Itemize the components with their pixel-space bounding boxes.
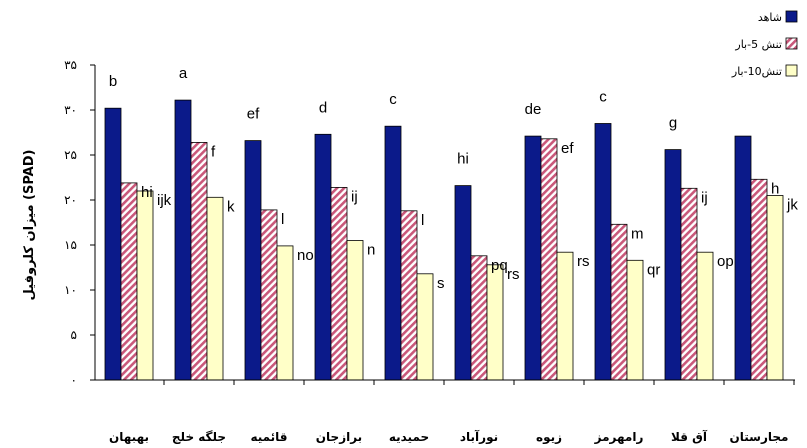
y-tick-label: ۲۰: [64, 193, 77, 207]
series-control-bar: [524, 135, 542, 381]
significance-letter: qr: [647, 261, 660, 278]
significance-letter: l: [421, 212, 424, 229]
y-tick-label: ۱۵: [64, 238, 77, 252]
series-stress10-bar: [556, 251, 574, 381]
significance-letter: d: [319, 99, 327, 116]
series-stress5-bar: [400, 210, 418, 381]
y-tick-label: ۰: [71, 373, 77, 387]
series-stress10-bar: [486, 264, 504, 381]
y-tick-label: ۳۵: [64, 58, 77, 72]
series-stress10-bar: [206, 196, 224, 381]
series-stress5-bar: [470, 255, 488, 381]
category-label: جلگه خلج: [172, 430, 226, 444]
series-stress5-bar: [540, 138, 558, 381]
legend: شاهد تنش 5-بار تنش10-بار: [731, 10, 798, 78]
series-control-bar: [104, 107, 122, 381]
significance-letter: b: [109, 73, 117, 90]
series-control-bar: [384, 125, 402, 381]
significance-letter: ij: [351, 188, 358, 205]
significance-letter: jk: [786, 197, 798, 214]
series-control-bar: [664, 149, 682, 381]
significance-letter: a: [179, 65, 188, 82]
series-control-bar: [454, 185, 472, 381]
series-stress5-bar: [610, 223, 628, 381]
significance-letter: n: [367, 242, 375, 259]
series-stress10-bar: [626, 259, 644, 381]
significance-letter: f: [211, 143, 216, 160]
significance-letter: c: [599, 89, 607, 106]
significance-letter: c: [389, 91, 397, 108]
significance-letter: ijk: [157, 192, 172, 209]
series-control-bar: [594, 123, 612, 381]
significance-letter: ij: [701, 189, 708, 206]
category-label: زیوه: [536, 430, 562, 445]
y-tick-label: ۲۵: [64, 148, 77, 162]
series-stress5-bar: [120, 182, 138, 381]
legend-swatch: [785, 64, 798, 77]
series-control-bar: [734, 135, 752, 381]
significance-letter: hi: [141, 184, 153, 201]
significance-letter: s: [437, 275, 445, 292]
legend-item-control: شاهد: [758, 10, 798, 24]
series-stress5-bar: [330, 186, 348, 381]
significance-letter: g: [669, 115, 677, 132]
category-label: قائمیه: [250, 430, 287, 444]
significance-letter: l: [281, 211, 284, 228]
significance-letter: ef: [561, 140, 574, 157]
category-label: نورآباد: [460, 429, 498, 445]
significance-letter: ef: [247, 106, 260, 123]
series-stress5-bar: [680, 187, 698, 381]
category-label: بهبهان: [109, 430, 149, 444]
series-control-bar: [174, 99, 192, 381]
significance-letter: h: [771, 180, 779, 197]
legend-swatch: [785, 10, 798, 23]
significance-letter: m: [631, 225, 644, 242]
y-tick-label: ۳۰: [64, 103, 77, 117]
series-stress10-bar: [136, 190, 154, 381]
legend-label: شاهد: [758, 11, 782, 24]
category-label: برازجان: [316, 430, 362, 444]
significance-letter: no: [297, 247, 314, 264]
series-stress10-bar: [276, 245, 294, 381]
series-stress5-bar: [190, 141, 208, 381]
series-stress5-bar: [750, 178, 768, 381]
legend-swatch: [785, 37, 798, 50]
y-tick-label: ۱۰: [64, 283, 77, 297]
significance-letter: pq: [491, 257, 508, 274]
significance-letter: rs: [507, 266, 520, 283]
series-control-bar: [244, 140, 262, 381]
category-label: حمیدیه: [389, 430, 429, 444]
legend-label: تنش 5-بار: [734, 38, 782, 51]
significance-letter: de: [525, 101, 542, 118]
significance-letter: k: [227, 198, 235, 215]
series-stress10-bar: [696, 251, 714, 381]
category-label: آق قلا: [671, 429, 708, 444]
legend-item-stress5: تنش 5-بار: [734, 37, 798, 51]
series-stress5-bar: [260, 209, 278, 381]
significance-letter: rs: [577, 253, 590, 270]
series-stress10-bar: [766, 195, 784, 381]
significance-letter: op: [717, 253, 734, 270]
series-stress10-bar: [346, 240, 364, 381]
category-label: مجارستان: [730, 430, 789, 444]
legend-label: تنش10-بار: [731, 65, 782, 78]
y-axis-label: میزان کلروفیل (SPAD): [22, 150, 37, 301]
legend-item-stress10: تنش10-بار: [731, 64, 798, 78]
series-control-bar: [314, 133, 332, 381]
series-stress10-bar: [416, 273, 434, 381]
y-tick-label: ۵: [71, 328, 77, 342]
significance-letter: hi: [457, 151, 469, 168]
category-label: رامهرمز: [594, 430, 644, 444]
